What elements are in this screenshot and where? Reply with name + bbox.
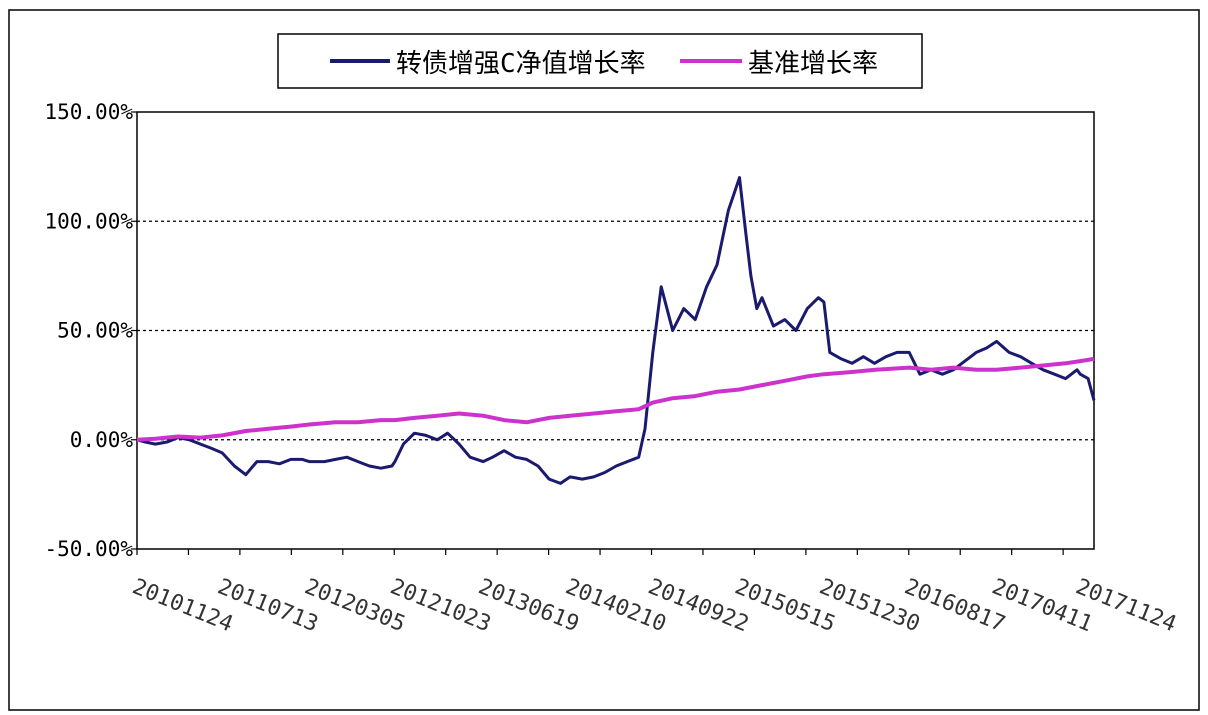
- legend-label-benchmark: 基准增长率: [748, 49, 878, 79]
- y-axis-ticks: 150.00% 100.00% 50.00% 0.00% -50.00%: [44, 100, 137, 561]
- y-tick-label: 50.00%: [57, 319, 133, 343]
- legend-label-nav: 转债增强C净值增长率: [396, 49, 646, 79]
- legend: 转债增强C净值增长率 基准增长率: [277, 33, 923, 89]
- y-tick-label: -50.00%: [44, 537, 133, 561]
- series-lines: [136, 176, 1096, 485]
- plot-area: [136, 111, 1095, 550]
- series-line-nav: [136, 176, 1096, 485]
- y-tick-label: 150.00%: [44, 100, 133, 124]
- y-tick-label: 100.00%: [44, 209, 133, 233]
- series-line-benchmark: [136, 356, 1095, 442]
- y-tick-label: 0.00%: [70, 428, 134, 452]
